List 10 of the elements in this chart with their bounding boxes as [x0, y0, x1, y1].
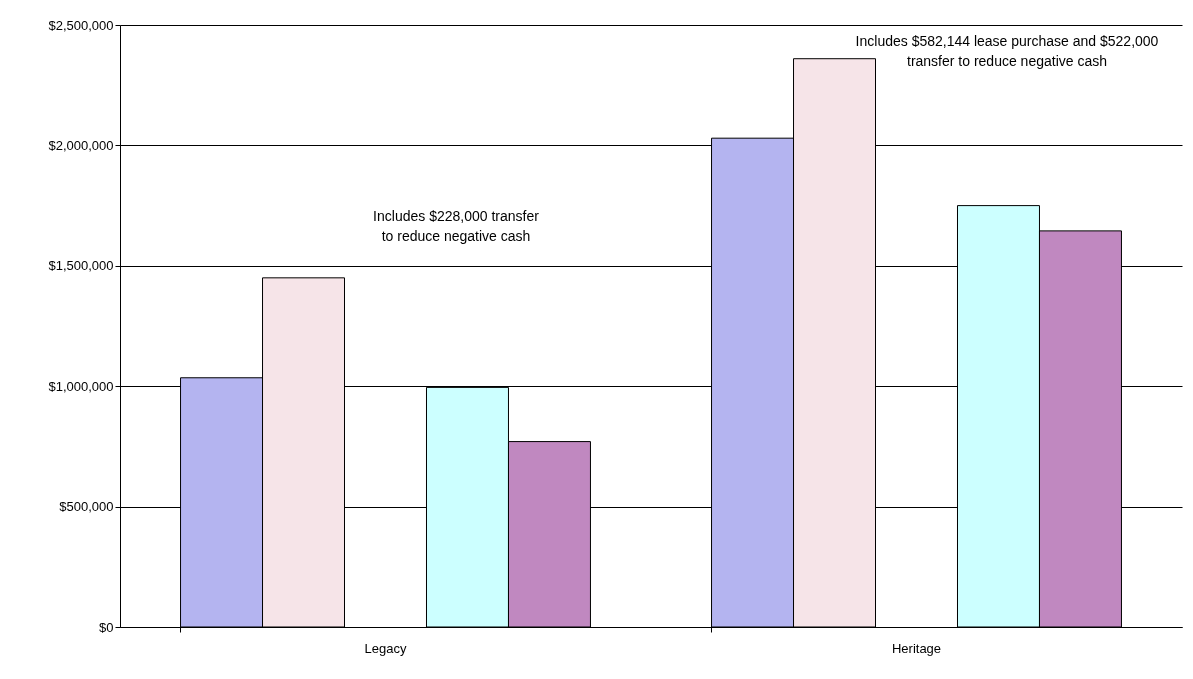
- x-tick-label: Heritage: [891, 640, 942, 656]
- y-tick-label: $500,000: [59, 499, 114, 515]
- y-tick-label: $1,500,000: [48, 258, 114, 274]
- annotation: Includes $228,000 transfer to reduce negative cash: [373, 208, 540, 244]
- y-tick-label: $1,000,000: [48, 378, 114, 394]
- x-tick-label: Legacy: [364, 640, 407, 656]
- y-tick-label: $0: [99, 619, 114, 635]
- y-tick-label: $2,000,000: [48, 137, 114, 153]
- annotation: Includes $582,144 lease purchase and $522,000 transfer to reduce negative cash: [855, 33, 1159, 69]
- y-tick-label: $2,500,000: [48, 17, 114, 33]
